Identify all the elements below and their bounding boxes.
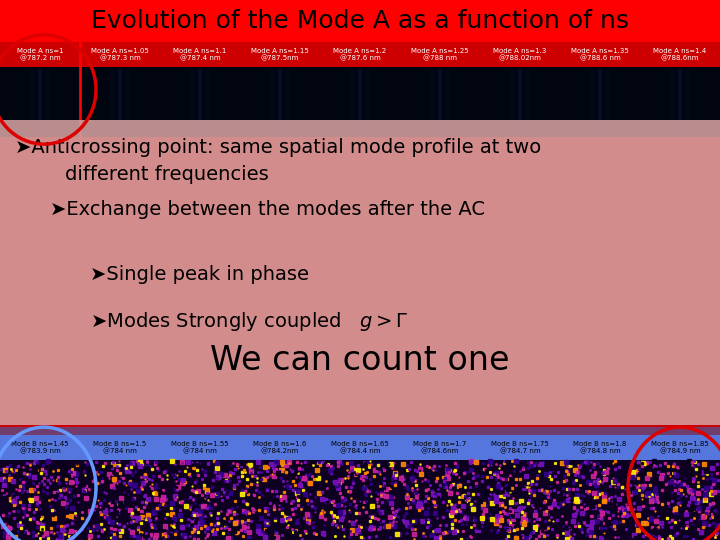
Bar — [560, 435, 640, 460]
Bar — [446, 69, 450, 135]
Text: Evolution of the Mode A as a function of ns: Evolution of the Mode A as a function of… — [91, 9, 629, 33]
Bar — [110, 69, 114, 135]
Bar — [0, 0, 720, 42]
Bar — [160, 42, 240, 67]
Bar — [480, 67, 560, 137]
Bar — [438, 69, 442, 135]
Bar — [590, 69, 594, 135]
Bar — [510, 69, 514, 135]
Bar — [0, 460, 80, 540]
Bar — [126, 69, 130, 135]
Bar — [240, 435, 320, 460]
Bar — [480, 42, 560, 67]
Text: Mode B ns=1.7
@784.6nm: Mode B ns=1.7 @784.6nm — [413, 441, 467, 454]
Bar — [320, 67, 400, 137]
Bar — [160, 67, 240, 137]
Text: Mode A ns=1.15
@787.5nm: Mode A ns=1.15 @787.5nm — [251, 48, 309, 62]
Text: Mode B ns=1.75
@784.7 nm: Mode B ns=1.75 @784.7 nm — [491, 441, 549, 454]
Text: Mode B ns=1.65
@784.4 nm: Mode B ns=1.65 @784.4 nm — [331, 441, 389, 454]
Bar — [160, 460, 240, 540]
Bar — [118, 69, 122, 135]
Bar — [0, 120, 720, 425]
Bar — [320, 435, 400, 460]
Bar — [30, 69, 34, 135]
Bar — [80, 460, 160, 540]
Bar — [190, 69, 194, 135]
Bar — [206, 69, 210, 135]
Text: Mode B ns=1.6
@784.2nm: Mode B ns=1.6 @784.2nm — [253, 441, 307, 454]
Bar — [670, 69, 674, 135]
Bar — [686, 69, 690, 135]
Bar — [560, 42, 640, 67]
Bar — [366, 69, 370, 135]
Bar — [198, 69, 202, 135]
Text: ➤Exchange between the modes after the AC: ➤Exchange between the modes after the AC — [50, 200, 485, 219]
Bar — [640, 460, 720, 540]
Bar — [0, 67, 80, 137]
Bar — [480, 460, 560, 540]
Bar — [286, 69, 290, 135]
Text: Mode B ns=1.85
@784.9 nm: Mode B ns=1.85 @784.9 nm — [651, 441, 709, 454]
Bar — [80, 435, 160, 460]
Bar — [640, 67, 720, 137]
Text: ➤Anticrossing point: same spatial mode profile at two
        different frequenc: ➤Anticrossing point: same spatial mode p… — [15, 138, 541, 184]
Text: Mode A ns=1.25
@788 nm: Mode A ns=1.25 @788 nm — [411, 48, 469, 62]
Bar — [0, 42, 80, 67]
Bar — [640, 42, 720, 67]
Bar — [240, 42, 320, 67]
Text: Mode B ns=1.5
@784 nm: Mode B ns=1.5 @784 nm — [94, 441, 147, 454]
Bar — [0, 427, 720, 540]
Bar — [560, 460, 640, 540]
Bar — [640, 435, 720, 460]
Bar — [606, 69, 610, 135]
Text: ➤Single peak in phase: ➤Single peak in phase — [90, 265, 309, 284]
Bar — [320, 42, 400, 67]
Text: Mode B ns=1.45
@783.9 nm: Mode B ns=1.45 @783.9 nm — [12, 441, 69, 454]
Text: Mode B ns=1.55
@784 nm: Mode B ns=1.55 @784 nm — [171, 441, 229, 454]
Bar — [400, 42, 480, 67]
Text: Mode A ns=1.35
@788.6 nm: Mode A ns=1.35 @788.6 nm — [571, 48, 629, 62]
Text: Mode A ns=1.1
@787.4 nm: Mode A ns=1.1 @787.4 nm — [174, 48, 227, 62]
Bar — [480, 435, 560, 460]
Text: Mode B ns=1.8
@784.8 nm: Mode B ns=1.8 @784.8 nm — [573, 441, 626, 454]
Bar — [46, 69, 50, 135]
Text: Mode A ns=1.3
@788.02nm: Mode A ns=1.3 @788.02nm — [493, 48, 546, 62]
Bar — [560, 67, 640, 137]
Bar — [80, 42, 160, 67]
Text: Mode A ns=1
@787.2 nm: Mode A ns=1 @787.2 nm — [17, 48, 63, 62]
Bar — [400, 67, 480, 137]
Bar — [38, 69, 42, 135]
Text: Mode A ns=1.2
@787.6 nm: Mode A ns=1.2 @787.6 nm — [333, 48, 387, 62]
Bar — [270, 69, 274, 135]
Bar — [400, 435, 480, 460]
Bar — [400, 460, 480, 540]
Bar — [430, 69, 434, 135]
Bar — [358, 69, 362, 135]
Bar — [278, 69, 282, 135]
Bar — [160, 435, 240, 460]
Bar — [0, 435, 80, 460]
Bar — [240, 460, 320, 540]
Bar — [678, 69, 682, 135]
Bar — [80, 67, 160, 137]
Text: We can count one: We can count one — [210, 343, 510, 376]
Bar — [320, 460, 400, 540]
Bar — [598, 69, 602, 135]
Bar — [518, 69, 522, 135]
Bar — [240, 67, 320, 137]
Text: ➤Modes Strongly coupled   $g>\Gamma$: ➤Modes Strongly coupled $g>\Gamma$ — [90, 310, 408, 333]
Text: Mode A ns=1.05
@787.3 nm: Mode A ns=1.05 @787.3 nm — [91, 48, 149, 62]
Bar — [350, 69, 354, 135]
Bar — [526, 69, 530, 135]
Text: Mode A ns=1.4
@788.6nm: Mode A ns=1.4 @788.6nm — [653, 48, 706, 62]
